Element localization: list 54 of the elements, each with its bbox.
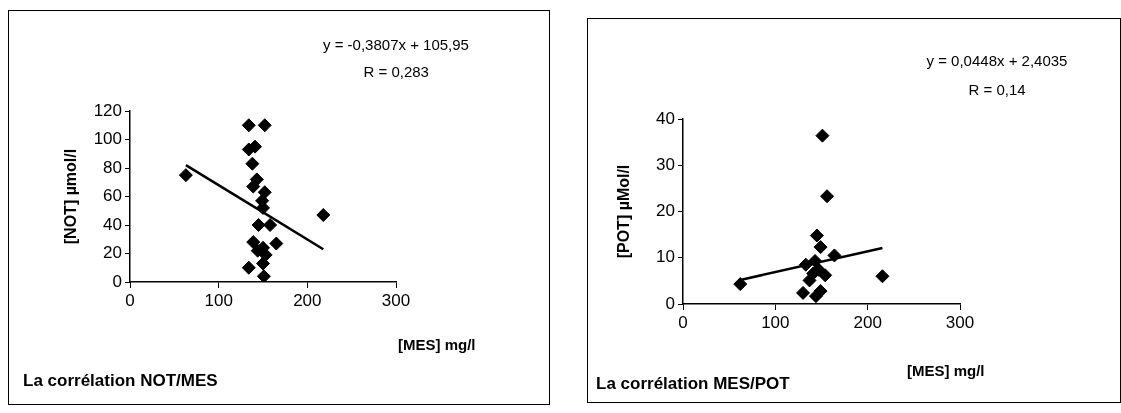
x-axis-title: [MES] mg/l [907,362,985,379]
point [248,139,263,154]
y-tick-label: 40 [103,214,122,234]
text: La corrélation MES/POT [596,374,790,394]
point [241,260,256,275]
y-tick-label: 20 [656,201,675,221]
point [796,285,811,300]
point [246,179,261,194]
point [813,240,828,255]
y-axis-title: [POT] µMol/l [615,164,633,259]
point [316,208,331,223]
text: R = 0,283 [363,63,429,80]
x-tick-label: 200 [853,312,882,332]
point [815,128,830,143]
point [241,118,256,133]
point [808,253,823,268]
y-tick-label: 20 [103,243,122,263]
point [258,247,273,262]
text: R = 0,14 [968,81,1026,98]
text: y = -0,3807x + 105,95 [323,36,469,53]
x-tick-label: 300 [945,312,975,332]
point [733,277,748,292]
point [808,289,823,304]
point [798,257,813,272]
x-tick-label: 0 [125,290,135,310]
text: y = 0,0448x + 2,4035 [926,52,1068,69]
point [257,118,272,133]
point [269,236,284,251]
point [820,189,835,204]
point [245,156,260,171]
point [263,218,278,232]
y-tick-label: 60 [103,186,122,206]
point [827,248,842,263]
point [809,228,824,243]
x-tick-label: 100 [761,312,790,332]
x-axis-title: [MES] mg/l [398,336,476,353]
y-axis-title: [NOT] µmol/l [62,148,80,245]
y-tick-label: 10 [656,247,675,267]
x-tick-label: 200 [293,290,322,310]
y-tick-label: 40 [656,108,675,128]
text: La corrélation NOT/MES [23,371,218,391]
point [256,269,271,282]
y-tick-label: 120 [93,100,122,120]
y-tick-label: 30 [656,154,675,174]
x-tick-label: 300 [381,290,411,310]
point [256,256,270,271]
point [875,269,890,284]
point [251,218,266,232]
x-tick-label: 0 [678,312,688,332]
x-tick-label: 100 [204,290,233,310]
y-tick-label: 100 [93,129,122,149]
point [178,168,193,183]
y-tick-label: 80 [103,157,122,177]
y-tick-label: 0 [112,271,122,291]
